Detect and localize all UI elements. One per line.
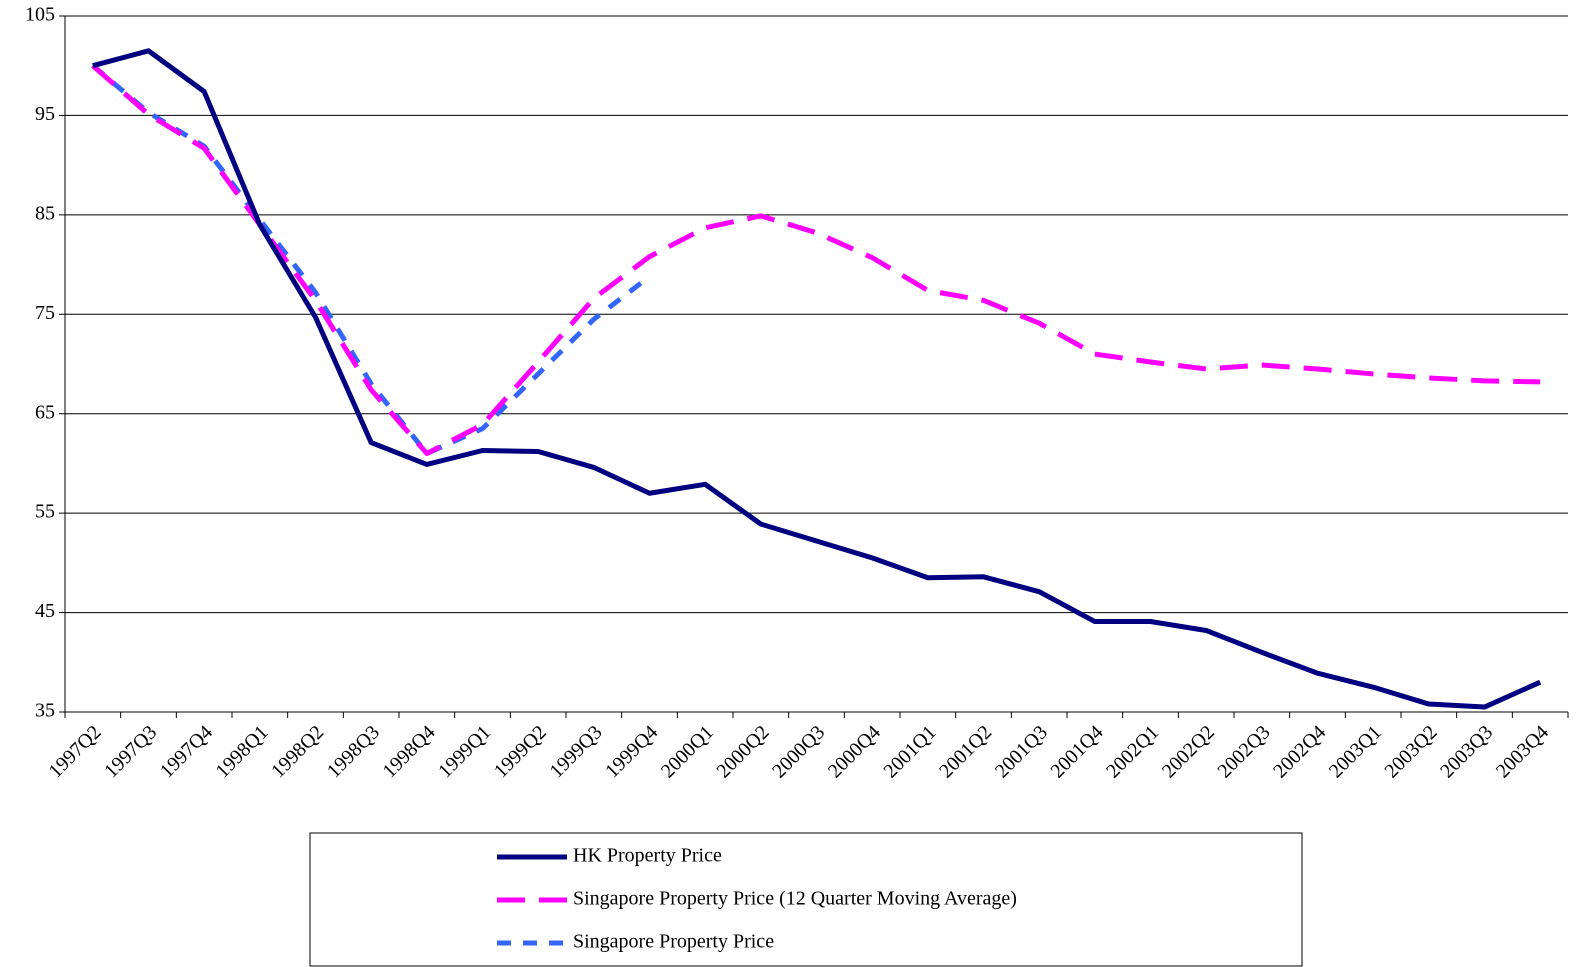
x-tick-label: 2003Q2 xyxy=(1380,721,1441,782)
x-tick-label: 2003Q1 xyxy=(1325,721,1386,782)
x-tick-label: 2000Q1 xyxy=(657,721,718,782)
x-tick-label: 2002Q4 xyxy=(1269,721,1330,782)
y-tick-label: 95 xyxy=(35,103,55,125)
x-tick-label: 1997Q3 xyxy=(100,721,161,782)
x-tick-label: 2001Q3 xyxy=(991,721,1052,782)
x-tick-label: 1999Q2 xyxy=(490,721,551,782)
x-tick-label: 2000Q2 xyxy=(712,721,773,782)
y-tick-label: 55 xyxy=(35,501,55,523)
x-tick-label: 2000Q4 xyxy=(824,721,885,782)
x-tick-label: 1999Q1 xyxy=(434,721,495,782)
x-tick-label: 1999Q4 xyxy=(601,721,662,782)
y-tick-label: 35 xyxy=(35,700,55,722)
x-tick-label: 1998Q3 xyxy=(323,721,384,782)
x-tick-label: 2002Q1 xyxy=(1102,721,1163,782)
x-tick-label: 1998Q1 xyxy=(211,721,272,782)
x-tick-label: 2002Q3 xyxy=(1213,721,1274,782)
x-tick-label: 1997Q4 xyxy=(156,721,217,782)
legend-box xyxy=(309,832,1303,967)
x-tick-label: 2001Q2 xyxy=(935,721,996,782)
series-line xyxy=(92,48,1542,710)
legend-label: Singapore Property Price (12 Quarter Mov… xyxy=(573,888,1017,910)
y-tick-label: 45 xyxy=(35,600,55,622)
x-tick-label: 2001Q1 xyxy=(879,721,940,782)
series-line xyxy=(91,63,652,456)
x-tick-label: 1998Q4 xyxy=(378,721,439,782)
y-tick-label: 65 xyxy=(35,401,55,423)
x-tick-label: 2003Q4 xyxy=(1492,721,1553,782)
x-tick-label: 2001Q4 xyxy=(1046,721,1107,782)
x-tick-label: 1999Q3 xyxy=(545,721,606,782)
y-tick-label: 105 xyxy=(25,4,55,26)
x-tick-label: 2002Q2 xyxy=(1158,721,1219,782)
series-line xyxy=(91,63,1541,456)
y-tick-label: 75 xyxy=(35,302,55,324)
legend-label: HK Property Price xyxy=(573,845,722,867)
x-tick-label: 1998Q2 xyxy=(267,721,328,782)
x-tick-label: 2003Q3 xyxy=(1436,721,1497,782)
x-tick-label: 2000Q3 xyxy=(768,721,829,782)
y-tick-label: 85 xyxy=(35,202,55,224)
x-tick-label: 1997Q2 xyxy=(44,721,105,782)
legend-label: Singapore Property Price xyxy=(573,931,774,953)
